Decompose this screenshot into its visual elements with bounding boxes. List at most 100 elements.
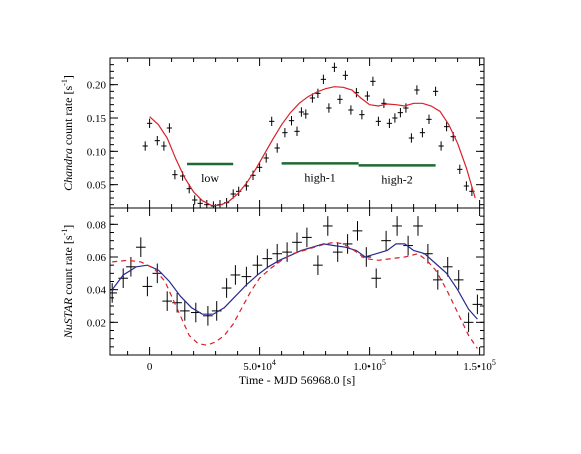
chandra-panel-data-point	[370, 76, 376, 86]
chandra-panel-data-point	[320, 74, 327, 84]
nustar-panel-data-point	[292, 232, 302, 253]
chandra-panel-data-point	[142, 141, 148, 151]
chandra-panel-data-point	[303, 109, 309, 119]
nustar-panel-data-point	[313, 255, 323, 275]
nustar-panel-data-point	[282, 242, 292, 262]
chandra-panel-data-point	[146, 118, 153, 128]
nustar-panel-data-point	[342, 234, 353, 254]
chandra-panel-data-point	[326, 103, 332, 113]
nustar-panel-model-line-blue	[111, 243, 478, 320]
nustar-panel-xtick-label-exp: 4	[272, 358, 276, 367]
nustar-panel-data-point	[413, 216, 423, 236]
chandra-panel-data-point	[331, 62, 338, 72]
chandra-panel-data-point	[192, 195, 198, 205]
chandra-panel-data-point	[269, 116, 275, 126]
chandra-panel-data-point	[463, 181, 470, 191]
chandra-panel-data-point	[337, 94, 343, 104]
nustar-panel-model-line-red	[112, 241, 478, 349]
chandra-panel-data-point	[342, 70, 349, 80]
nustar-panel-data-point	[135, 237, 146, 257]
chandra-panel-data-point	[166, 123, 173, 133]
nustar-panel-x-ticks: 0 5.0•104 1.0•105 1.5•105	[127, 208, 496, 373]
chandra-panel: 0.05 0.10 0.15 0.20 Chandra count rate [s-1]…	[60, 57, 485, 209]
nustar-panel-data-point	[432, 270, 443, 290]
chandra-panel-data-point	[438, 141, 444, 151]
chandra-panel-data-point	[282, 128, 288, 138]
chandra-panel-data-point	[298, 107, 305, 117]
chandra-panel-y-ticks: 0.05 0.10 0.15 0.20	[87, 57, 484, 206]
nustar-panel-data-point	[472, 294, 483, 315]
chandra-panel-data-point	[386, 118, 393, 128]
chandra-panel-data-point	[315, 88, 321, 98]
nustar-panel-xtick-label: 1.5•105	[463, 358, 496, 373]
nustar-panel-data-point	[241, 266, 252, 287]
nustar-panel-plot-area	[110, 216, 483, 349]
nustar-panel-data-point	[118, 268, 129, 289]
nustar-panel-data-point	[262, 248, 273, 269]
nustar-panel-ylabel-instrument: NuSTAR	[61, 297, 75, 339]
chandra-panel-data-point	[154, 136, 160, 146]
chandra-panel-segment-label-high-2: high-2	[381, 172, 412, 186]
chandra-panel-ytick-label: 0.15	[87, 113, 107, 125]
chandra-panel-data-point	[274, 143, 280, 153]
nustar-panel-data-points	[110, 216, 483, 333]
chandra-panel-ylabel-text: count rate [s	[61, 86, 75, 149]
nustar-panel-xtick-label-base: 1.5•10	[463, 361, 492, 373]
nustar-panel-data-point	[371, 268, 382, 289]
chandra-panel-state-segments: low high-1 high-2	[187, 162, 436, 186]
nustar-panel-data-point	[162, 291, 173, 311]
chandra-panel-data-point	[288, 116, 295, 126]
nustar-panel-data-point	[403, 235, 413, 256]
nustar-panel-x-axis-label: Time - MJD 56968.0 [s]	[239, 373, 356, 387]
nustar-panel-y-axis-label: NuSTAR count rate [s-1]	[60, 225, 75, 339]
nustar-panel-data-point	[272, 243, 283, 264]
chandra-panel-data-point	[348, 105, 354, 115]
chandra-panel-data-point	[419, 128, 426, 138]
nustar-panel-ylabel-end: ]	[61, 225, 75, 229]
chandra-panel-data-point	[397, 108, 404, 118]
nustar-panel: 0.020.040.060.080 5.0•104 1.0•105 1.5•105Nu…	[60, 207, 496, 387]
nustar-panel-xtick-label-base: 0	[147, 361, 153, 373]
nustar-panel-y-ticks: 0.02 0.04 0.06 0.08	[87, 207, 484, 356]
chandra-panel-plot-area	[142, 62, 476, 208]
chandra-panel-data-point	[172, 170, 178, 180]
chandra-panel-x-ticks	[127, 58, 481, 208]
nustar-panel-xtick-label-base: 1.0•10	[353, 361, 382, 373]
nustar-panel-data-point	[179, 301, 190, 321]
nustar-panel-data-point	[392, 216, 402, 236]
chandra-panel-data-point	[364, 91, 371, 101]
chandra-panel-data-point	[256, 162, 263, 172]
chandra-panel-data-point	[414, 85, 420, 95]
nustar-panel-data-point	[453, 270, 464, 290]
nustar-panel-ytick-label: 0.04	[87, 285, 107, 297]
nustar-panel-ylabel-exp: -1	[60, 229, 69, 236]
chandra-panel-data-point	[197, 198, 203, 208]
chandra-panel-data-point	[426, 114, 432, 124]
chandra-panel-ytick-label: 0.05	[87, 180, 107, 192]
nustar-panel-data-point	[152, 263, 163, 284]
chandra-panel-data-point	[359, 110, 365, 120]
chandra-panel-data-points	[142, 62, 475, 208]
nustar-panel-ytick-label: 0.02	[87, 317, 106, 329]
chandra-panel-ylabel-end: ]	[61, 75, 75, 79]
chandra-panel-data-point	[263, 153, 269, 163]
nustar-panel-data-point	[463, 312, 474, 333]
chandra-panel-data-point	[392, 113, 398, 123]
nustar-panel-xtick-label-exp: 5	[382, 358, 386, 367]
nustar-panel-data-point	[322, 216, 333, 236]
nustar-panel-xtick-label: 5.0•104	[243, 358, 276, 373]
nustar-panel-data-point	[442, 257, 453, 277]
chandra-panel-data-point	[294, 126, 300, 136]
chandra-panel-y-axis-label: Chandra count rate [s-1]	[60, 75, 75, 191]
chandra-panel-data-point	[403, 103, 409, 113]
chandra-panel-segment-label-low: low	[201, 171, 219, 185]
chandra-panel-ytick-label: 0.20	[87, 80, 107, 92]
nustar-panel-data-point	[230, 265, 241, 285]
nustar-panel-xtick-label-exp: 5	[492, 358, 496, 367]
nustar-panel-ytick-label: 0.08	[87, 219, 107, 231]
chandra-panel-segment-label-high-1: high-1	[304, 170, 335, 184]
nustar-panel-data-point	[110, 283, 118, 303]
chandra-panel-ylabel-instrument: Chandra	[61, 148, 75, 191]
nustar-panel-ytick-label: 0.06	[87, 252, 107, 264]
